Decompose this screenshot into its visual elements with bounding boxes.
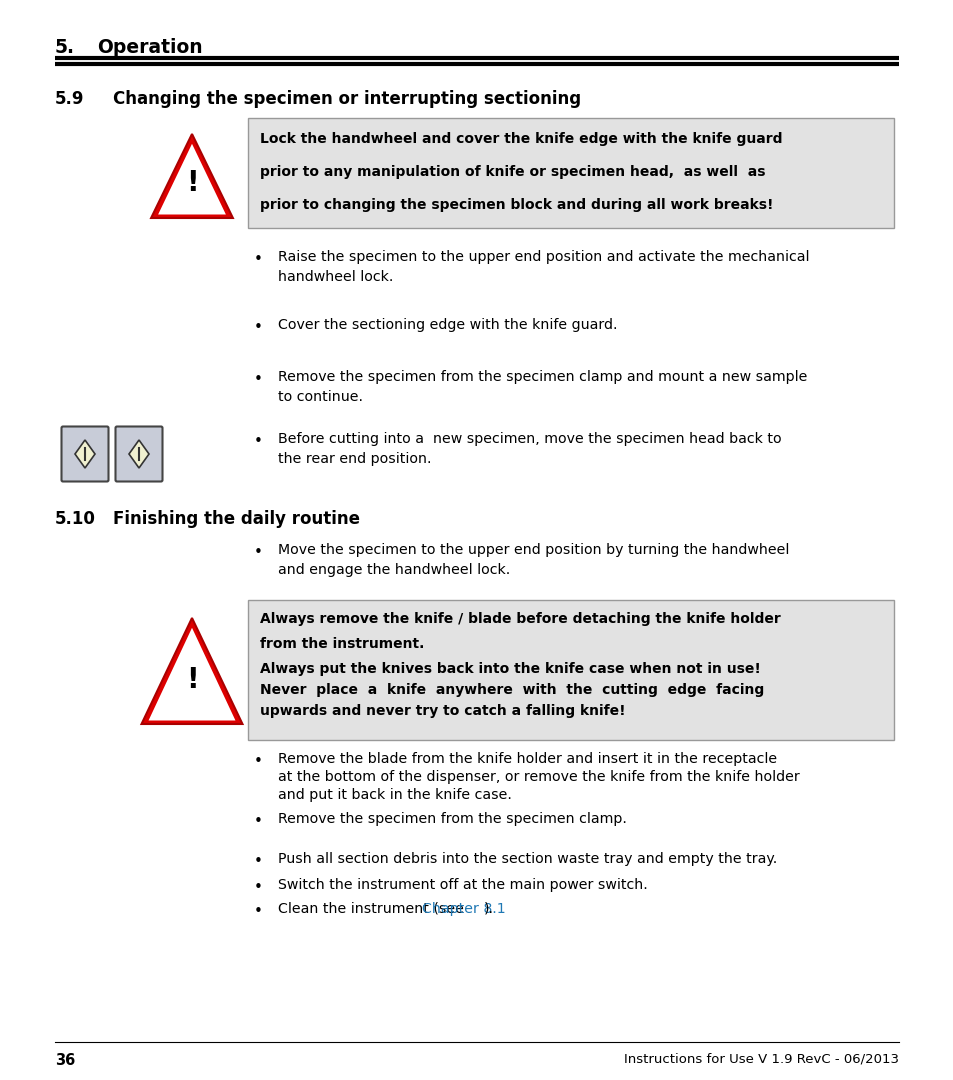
Text: prior to any manipulation of knife or specimen head,  as well  as: prior to any manipulation of knife or sp… (260, 165, 764, 179)
Text: Move the specimen to the upper end position by turning the handwheel: Move the specimen to the upper end posit… (277, 543, 788, 557)
Text: Clean the instrument (see: Clean the instrument (see (277, 902, 468, 916)
Text: Remove the specimen from the specimen clamp and mount a new sample: Remove the specimen from the specimen cl… (277, 370, 806, 384)
Text: Before cutting into a  new specimen, move the specimen head back to: Before cutting into a new specimen, move… (277, 432, 781, 446)
Text: Always remove the knife / blade before detaching the knife holder: Always remove the knife / blade before d… (260, 612, 780, 626)
Text: Finishing the daily routine: Finishing the daily routine (112, 510, 359, 528)
Text: from the instrument.: from the instrument. (260, 637, 424, 651)
FancyBboxPatch shape (115, 427, 162, 482)
Text: Remove the specimen from the specimen clamp.: Remove the specimen from the specimen cl… (277, 812, 626, 826)
Text: •: • (253, 372, 262, 387)
Text: at the bottom of the dispenser, or remove the knife from the knife holder: at the bottom of the dispenser, or remov… (277, 770, 799, 784)
Text: •: • (253, 754, 262, 769)
Text: Push all section debris into the section waste tray and empty the tray.: Push all section debris into the section… (277, 852, 777, 866)
Text: •: • (253, 434, 262, 449)
Text: Instructions for Use V 1.9 RevC - 06/2013: Instructions for Use V 1.9 RevC - 06/201… (623, 1053, 898, 1066)
Polygon shape (129, 440, 149, 468)
Text: Always put the knives back into the knife case when not in use!: Always put the knives back into the knif… (260, 662, 760, 676)
Polygon shape (75, 440, 95, 468)
FancyBboxPatch shape (248, 600, 893, 740)
Text: •: • (253, 252, 262, 267)
Text: 36: 36 (55, 1053, 75, 1068)
Text: •: • (253, 320, 262, 335)
FancyBboxPatch shape (61, 427, 109, 482)
Text: •: • (253, 545, 262, 561)
Text: !: ! (186, 666, 198, 694)
Text: and put it back in the knife case.: and put it back in the knife case. (277, 788, 512, 802)
Text: upwards and never try to catch a falling knife!: upwards and never try to catch a falling… (260, 704, 625, 718)
Text: Lock the handwheel and cover the knife edge with the knife guard: Lock the handwheel and cover the knife e… (260, 132, 781, 146)
Polygon shape (149, 627, 235, 720)
Text: Changing the specimen or interrupting sectioning: Changing the specimen or interrupting se… (112, 90, 580, 108)
Text: ).: ). (483, 902, 493, 916)
Text: Chapter 8.1: Chapter 8.1 (422, 902, 505, 916)
Text: 5.10: 5.10 (55, 510, 95, 528)
Text: Operation: Operation (97, 38, 202, 57)
FancyBboxPatch shape (248, 118, 893, 228)
Text: the rear end position.: the rear end position. (277, 453, 431, 465)
Text: Switch the instrument off at the main power switch.: Switch the instrument off at the main po… (277, 878, 647, 892)
Text: !: ! (186, 168, 198, 197)
Text: Remove the blade from the knife holder and insert it in the receptacle: Remove the blade from the knife holder a… (277, 752, 777, 766)
Text: handwheel lock.: handwheel lock. (277, 270, 393, 284)
Text: and engage the handwheel lock.: and engage the handwheel lock. (277, 563, 510, 577)
Text: Never  place  a  knife  anywhere  with  the  cutting  edge  facing: Never place a knife anywhere with the cu… (260, 683, 763, 697)
Text: 5.: 5. (55, 38, 75, 57)
Text: •: • (253, 880, 262, 895)
Text: Cover the sectioning edge with the knife guard.: Cover the sectioning edge with the knife… (277, 318, 617, 332)
Polygon shape (158, 144, 226, 215)
Polygon shape (141, 618, 242, 724)
Text: 5.9: 5.9 (55, 90, 85, 108)
Text: •: • (253, 854, 262, 869)
Text: to continue.: to continue. (277, 390, 363, 404)
Text: Raise the specimen to the upper end position and activate the mechanical: Raise the specimen to the upper end posi… (277, 249, 809, 264)
Text: •: • (253, 814, 262, 829)
Text: •: • (253, 904, 262, 919)
Text: prior to changing the specimen block and during all work breaks!: prior to changing the specimen block and… (260, 198, 773, 212)
Polygon shape (151, 134, 233, 218)
